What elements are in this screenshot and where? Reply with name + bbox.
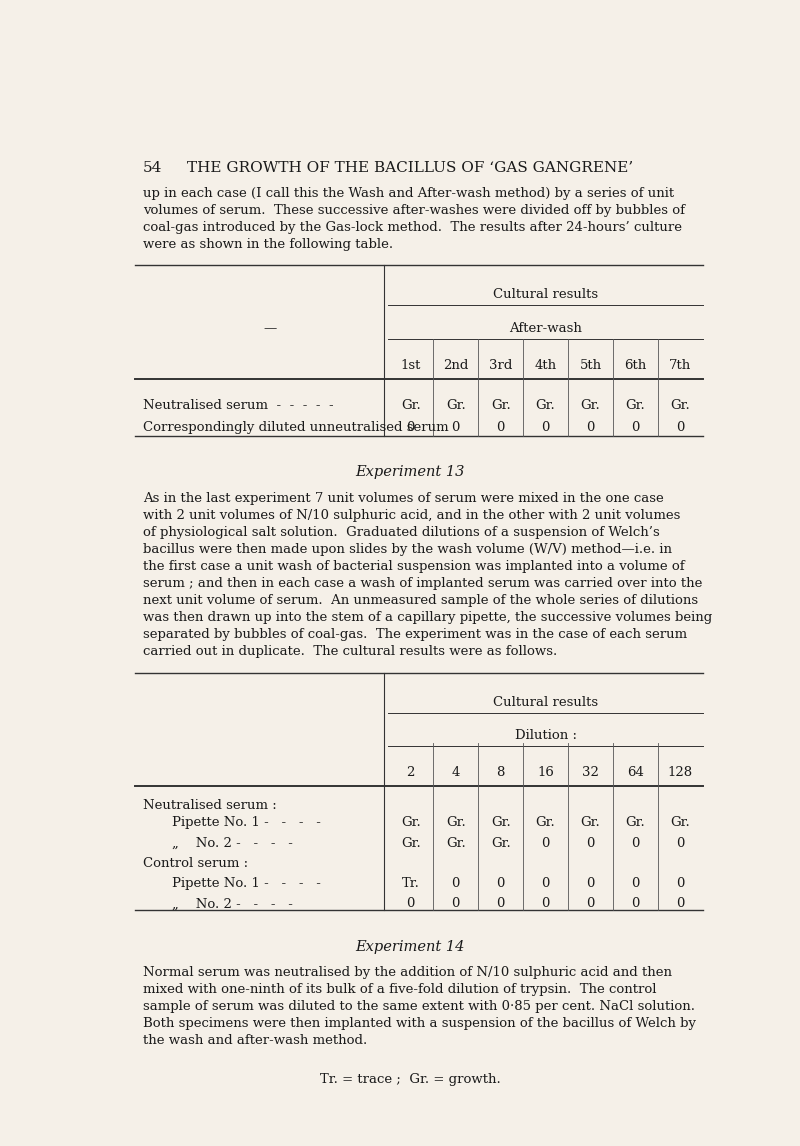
Text: volumes of serum.  These successive after-washes were divided off by bubbles of: volumes of serum. These successive after… bbox=[142, 204, 685, 217]
Text: 128: 128 bbox=[668, 767, 693, 779]
Text: Gr.: Gr. bbox=[670, 399, 690, 413]
Text: 0: 0 bbox=[542, 877, 550, 889]
Text: 16: 16 bbox=[537, 767, 554, 779]
Text: 0: 0 bbox=[542, 422, 550, 434]
Text: 54: 54 bbox=[142, 162, 162, 175]
Text: 0: 0 bbox=[406, 422, 415, 434]
Text: the wash and after-wash method.: the wash and after-wash method. bbox=[142, 1034, 367, 1047]
Text: Gr.: Gr. bbox=[626, 399, 646, 413]
Text: 0: 0 bbox=[676, 897, 685, 910]
Text: Gr.: Gr. bbox=[401, 399, 421, 413]
Text: the first case a unit wash of bacterial suspension was implanted into a volume o: the first case a unit wash of bacterial … bbox=[142, 560, 684, 573]
Text: bacillus were then made upon slides by the wash volume (W/V) method—i.e. in: bacillus were then made upon slides by t… bbox=[142, 543, 672, 556]
Text: Gr.: Gr. bbox=[581, 399, 601, 413]
Text: Gr.: Gr. bbox=[491, 816, 510, 829]
Text: 0: 0 bbox=[542, 897, 550, 910]
Text: 0: 0 bbox=[542, 837, 550, 849]
Text: Gr.: Gr. bbox=[491, 399, 510, 413]
Text: Gr.: Gr. bbox=[401, 837, 421, 849]
Text: 4: 4 bbox=[451, 767, 460, 779]
Text: 0: 0 bbox=[676, 877, 685, 889]
Text: Gr.: Gr. bbox=[446, 399, 466, 413]
Text: Cultural results: Cultural results bbox=[493, 696, 598, 708]
Text: was then drawn up into the stem of a capillary pipette, the successive volumes b: was then drawn up into the stem of a cap… bbox=[142, 611, 712, 625]
Text: Correspondingly diluted unneutralised serum: Correspondingly diluted unneutralised se… bbox=[142, 422, 448, 434]
Text: Tr.: Tr. bbox=[402, 877, 420, 889]
Text: of physiological salt solution.  Graduated dilutions of a suspension of Welch’s: of physiological salt solution. Graduate… bbox=[142, 526, 659, 539]
Text: Gr.: Gr. bbox=[626, 816, 646, 829]
Text: 0: 0 bbox=[497, 422, 505, 434]
Text: coal-gas introduced by the Gas-lock method.  The results after 24-hours’ culture: coal-gas introduced by the Gas-lock meth… bbox=[142, 221, 682, 234]
Text: 0: 0 bbox=[631, 422, 640, 434]
Text: 4th: 4th bbox=[534, 359, 557, 372]
Text: next unit volume of serum.  An unmeasured sample of the whole series of dilution: next unit volume of serum. An unmeasured… bbox=[142, 594, 698, 607]
Text: 2nd: 2nd bbox=[443, 359, 469, 372]
Text: After-wash: After-wash bbox=[509, 322, 582, 335]
Text: Tr. = trace ;  Gr. = growth.: Tr. = trace ; Gr. = growth. bbox=[320, 1073, 500, 1086]
Text: Neutralised serum  -  -  -  -  -: Neutralised serum - - - - - bbox=[142, 399, 334, 413]
Text: 0: 0 bbox=[406, 897, 415, 910]
Text: up in each case (I call this the Wash and After-wash method) by a series of unit: up in each case (I call this the Wash an… bbox=[142, 187, 674, 199]
Text: sample of serum was diluted to the same extent with 0·85 per cent. NaCl solution: sample of serum was diluted to the same … bbox=[142, 1000, 694, 1013]
Text: separated by bubbles of coal-gas.  The experiment was in the case of each serum: separated by bubbles of coal-gas. The ex… bbox=[142, 628, 686, 642]
Text: 0: 0 bbox=[451, 897, 460, 910]
Text: 0: 0 bbox=[586, 837, 594, 849]
Text: 0: 0 bbox=[497, 877, 505, 889]
Text: Gr.: Gr. bbox=[491, 837, 510, 849]
Text: THE GROWTH OF THE BACILLUS OF ‘GAS GANGRENE’: THE GROWTH OF THE BACILLUS OF ‘GAS GANGR… bbox=[187, 162, 633, 175]
Text: carried out in duplicate.  The cultural results were as follows.: carried out in duplicate. The cultural r… bbox=[142, 645, 557, 659]
Text: serum ; and then in each case a wash of implanted serum was carried over into th: serum ; and then in each case a wash of … bbox=[142, 578, 702, 590]
Text: „    No. 2 -   -   -   -: „ No. 2 - - - - bbox=[172, 897, 293, 910]
Text: Gr.: Gr. bbox=[581, 816, 601, 829]
Text: Gr.: Gr. bbox=[536, 816, 555, 829]
Text: Pipette No. 1 -   -   -   -: Pipette No. 1 - - - - bbox=[172, 877, 321, 889]
Text: 0: 0 bbox=[631, 877, 640, 889]
Text: Dilution :: Dilution : bbox=[514, 730, 577, 743]
Text: Experiment 14: Experiment 14 bbox=[355, 940, 465, 953]
Text: mixed with one-ninth of its bulk of a five-fold dilution of trypsin.  The contro: mixed with one-ninth of its bulk of a fi… bbox=[142, 983, 656, 996]
Text: were as shown in the following table.: were as shown in the following table. bbox=[142, 238, 393, 251]
Text: Experiment 13: Experiment 13 bbox=[355, 465, 465, 479]
Text: Pipette No. 1 -   -   -   -: Pipette No. 1 - - - - bbox=[172, 816, 321, 829]
Text: Cultural results: Cultural results bbox=[493, 289, 598, 301]
Text: „    No. 2 -   -   -   -: „ No. 2 - - - - bbox=[172, 837, 293, 849]
Text: 0: 0 bbox=[676, 837, 685, 849]
Text: 0: 0 bbox=[586, 897, 594, 910]
Text: 0: 0 bbox=[676, 422, 685, 434]
Text: 0: 0 bbox=[631, 897, 640, 910]
Text: Gr.: Gr. bbox=[446, 816, 466, 829]
Text: 64: 64 bbox=[627, 767, 644, 779]
Text: Gr.: Gr. bbox=[670, 816, 690, 829]
Text: 1st: 1st bbox=[401, 359, 421, 372]
Text: 0: 0 bbox=[586, 422, 594, 434]
Text: 0: 0 bbox=[586, 877, 594, 889]
Text: 6th: 6th bbox=[625, 359, 646, 372]
Text: Both specimens were then implanted with a suspension of the bacillus of Welch by: Both specimens were then implanted with … bbox=[142, 1018, 696, 1030]
Text: Gr.: Gr. bbox=[446, 837, 466, 849]
Text: —: — bbox=[264, 322, 277, 335]
Text: As in the last experiment 7 unit volumes of serum were mixed in the one case: As in the last experiment 7 unit volumes… bbox=[142, 492, 663, 504]
Text: 0: 0 bbox=[451, 422, 460, 434]
Text: Normal serum was neutralised by the addition of N/10 sulphuric acid and then: Normal serum was neutralised by the addi… bbox=[142, 966, 672, 979]
Text: 32: 32 bbox=[582, 767, 599, 779]
Text: 8: 8 bbox=[497, 767, 505, 779]
Text: 0: 0 bbox=[497, 897, 505, 910]
Text: Gr.: Gr. bbox=[401, 816, 421, 829]
Text: 0: 0 bbox=[631, 837, 640, 849]
Text: 0: 0 bbox=[451, 877, 460, 889]
Text: Control serum :: Control serum : bbox=[142, 857, 248, 870]
Text: Neutralised serum :: Neutralised serum : bbox=[142, 799, 276, 811]
Text: 5th: 5th bbox=[579, 359, 602, 372]
Text: Gr.: Gr. bbox=[536, 399, 555, 413]
Text: 3rd: 3rd bbox=[489, 359, 512, 372]
Text: 2: 2 bbox=[406, 767, 415, 779]
Text: with 2 unit volumes of N/10 sulphuric acid, and in the other with 2 unit volumes: with 2 unit volumes of N/10 sulphuric ac… bbox=[142, 509, 680, 521]
Text: 7th: 7th bbox=[670, 359, 692, 372]
